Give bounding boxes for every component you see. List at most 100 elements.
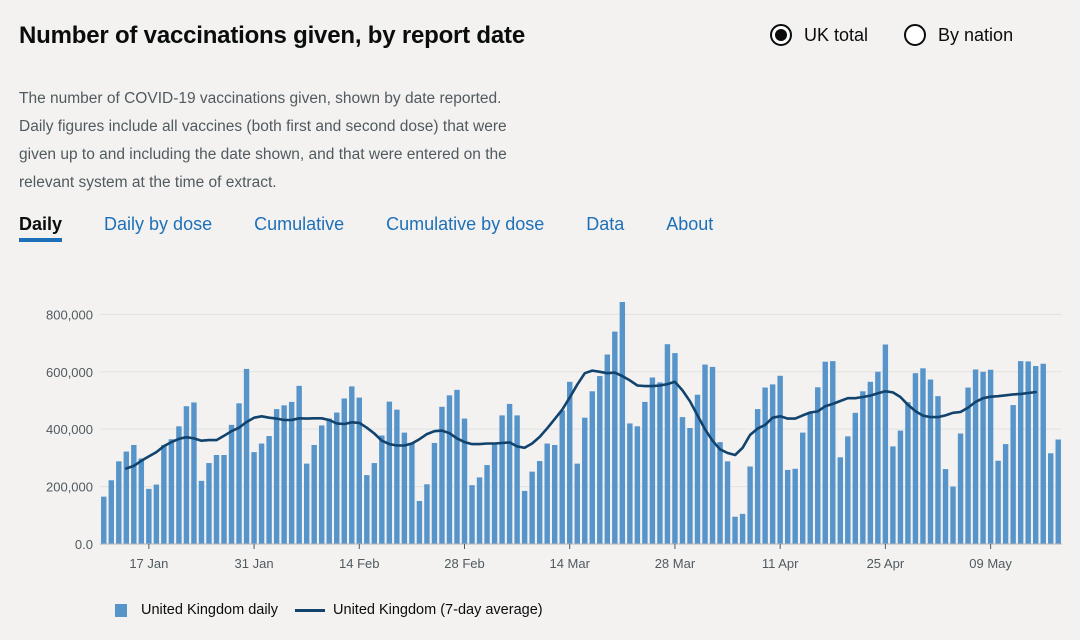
daily-bar xyxy=(258,443,265,544)
daily-bar xyxy=(724,461,731,544)
daily-bar xyxy=(371,463,378,544)
daily-bar xyxy=(379,435,385,544)
radio-circle-selected[interactable] xyxy=(770,24,792,46)
daily-bar xyxy=(649,377,656,544)
daily-bar xyxy=(980,371,986,544)
daily-bar xyxy=(995,460,1001,544)
daily-bar xyxy=(574,463,580,544)
radio-by-nation[interactable]: By nation xyxy=(904,24,1013,46)
daily-bar xyxy=(559,410,565,544)
daily-bar xyxy=(694,394,701,544)
radio-circle-unselected[interactable] xyxy=(904,24,927,46)
daily-bar xyxy=(860,391,866,544)
daily-bar xyxy=(176,426,182,544)
daily-bar xyxy=(709,366,716,544)
daily-bar xyxy=(987,369,994,544)
seven-day-average-line xyxy=(125,369,1037,470)
daily-bar xyxy=(664,344,671,544)
daily-bar xyxy=(852,412,859,544)
daily-bar xyxy=(612,331,618,544)
radio-label-uk-total: UK total xyxy=(804,24,869,45)
view-radio-group: UK total By nation xyxy=(770,24,1013,46)
legend-bar-swatch xyxy=(115,603,127,617)
daily-bar xyxy=(409,442,415,544)
daily-bar xyxy=(800,432,806,544)
daily-bar xyxy=(604,354,611,544)
daily-bar xyxy=(288,401,295,544)
daily-bar xyxy=(972,369,979,544)
daily-bar xyxy=(1002,444,1009,544)
daily-bar xyxy=(1025,361,1031,544)
daily-bar xyxy=(446,395,453,544)
daily-bar xyxy=(191,402,197,544)
daily-bar xyxy=(687,428,693,544)
x-tick-label: 28 Feb xyxy=(444,556,484,571)
daily-bar xyxy=(236,403,242,544)
chart-bars xyxy=(101,302,1061,544)
daily-bar xyxy=(536,461,543,544)
daily-bar xyxy=(567,381,573,544)
daily-bar xyxy=(153,484,160,544)
daily-bar xyxy=(1040,363,1046,544)
x-tick-label: 25 Apr xyxy=(867,556,905,571)
daily-bar xyxy=(401,432,408,544)
daily-bar xyxy=(739,513,746,544)
daily-bar xyxy=(521,490,528,544)
tab-daily[interactable]: Daily xyxy=(19,214,63,242)
daily-bar xyxy=(619,302,626,544)
daily-bar xyxy=(551,444,558,544)
daily-bar xyxy=(341,398,347,544)
daily-bar xyxy=(296,385,302,544)
daily-bar xyxy=(732,516,738,544)
tab-cumulative-by-dose[interactable]: Cumulative by dose xyxy=(386,214,545,234)
daily-bar xyxy=(251,452,257,544)
tab-about[interactable]: About xyxy=(666,214,714,234)
legend-line-swatch xyxy=(295,608,326,612)
daily-bar xyxy=(116,461,122,544)
daily-bar xyxy=(416,500,423,544)
daily-bar xyxy=(777,375,783,544)
daily-bar xyxy=(905,402,911,544)
daily-bar xyxy=(356,397,362,544)
daily-bar xyxy=(589,391,595,544)
daily-bar xyxy=(867,381,874,544)
daily-bar xyxy=(582,417,588,544)
daily-bar xyxy=(349,386,355,544)
daily-bar xyxy=(747,466,753,544)
daily-bar xyxy=(529,471,535,544)
x-tick-label: 28 Mar xyxy=(655,556,696,571)
daily-bar xyxy=(1017,361,1024,544)
daily-bar xyxy=(461,418,468,544)
daily-bar xyxy=(514,415,520,544)
daily-bar xyxy=(769,384,776,544)
daily-bar xyxy=(957,433,964,544)
y-tick-label: 400,000 xyxy=(46,422,93,437)
daily-bar xyxy=(161,444,167,544)
x-tick-label: 11 Apr xyxy=(762,556,799,571)
daily-bar xyxy=(506,403,513,544)
tab-data[interactable]: Data xyxy=(586,214,625,234)
daily-bar xyxy=(679,417,686,544)
daily-bar xyxy=(544,443,550,544)
daily-bar xyxy=(146,488,152,544)
tab-cumulative[interactable]: Cumulative xyxy=(254,214,345,234)
vaccinations-chart: 0.0 200,000 400,000 600,000 800,000 17 Jan 31… xyxy=(46,302,1062,571)
radio-uk-total[interactable]: UK total xyxy=(770,24,868,46)
daily-bar xyxy=(792,468,798,544)
daily-bar xyxy=(123,451,130,544)
tab-daily-by-dose[interactable]: Daily by dose xyxy=(104,214,213,234)
daily-bar xyxy=(431,442,438,544)
x-tick-label: 17 Jan xyxy=(129,556,168,571)
daily-bar xyxy=(131,444,137,544)
daily-bar xyxy=(837,457,843,544)
chart-legend: United Kingdom daily United Kingdom (7-d… xyxy=(115,602,543,618)
daily-bar xyxy=(912,373,919,544)
x-axis: 17 Jan 31 Jan 14 Feb 28 Feb 14 Mar 28 Mar 11 A… xyxy=(100,543,1062,571)
page-title: Number of vaccinations given, by report … xyxy=(19,22,525,49)
daily-bar xyxy=(499,415,505,544)
x-tick-label: 14 Mar xyxy=(549,556,590,571)
legend-line-label: United Kingdom (7-day average) xyxy=(333,602,543,618)
daily-bar xyxy=(491,443,498,544)
daily-bar xyxy=(634,426,641,544)
chart-description: The number of COVID-19 vaccinations give… xyxy=(19,90,507,191)
